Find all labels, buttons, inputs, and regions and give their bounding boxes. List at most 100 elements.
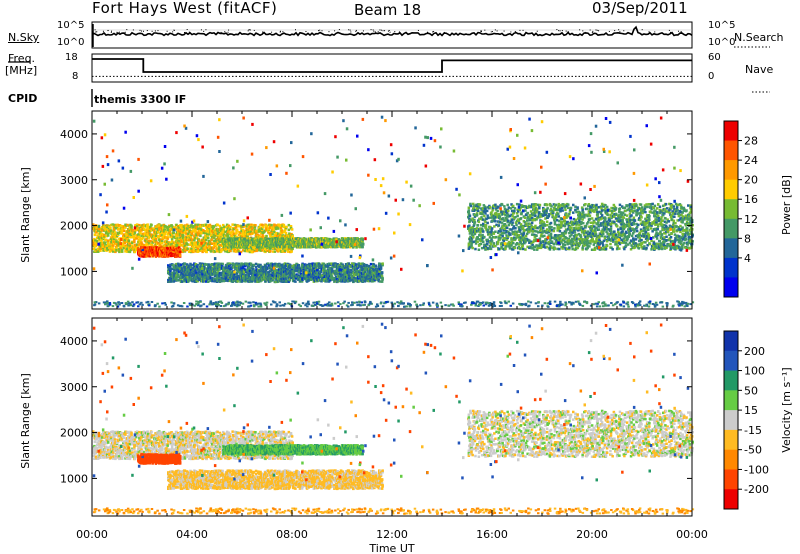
power-cell <box>283 280 286 283</box>
power-cell <box>182 230 185 234</box>
power-cell <box>311 238 314 241</box>
power-cell <box>182 236 185 240</box>
power-cell <box>175 274 178 277</box>
noise-search-point <box>522 29 524 31</box>
noise-search-point <box>186 29 188 31</box>
power-cell <box>137 233 141 236</box>
power-cell <box>282 223 286 227</box>
power-cell <box>320 245 324 249</box>
power-cell <box>170 243 173 246</box>
power-cell <box>183 244 187 248</box>
power-cell <box>202 270 206 273</box>
power-cell <box>267 230 270 233</box>
power-cell <box>150 243 154 247</box>
power-cell <box>284 231 288 235</box>
power-cell <box>183 249 187 252</box>
power-cell <box>278 263 282 267</box>
power-cell <box>212 227 215 230</box>
power-cell <box>155 241 158 244</box>
power-cell <box>210 276 214 280</box>
noise-tick-bottom-left: 10^0 <box>57 37 85 48</box>
power-cell <box>174 275 178 279</box>
power-cell <box>239 227 243 230</box>
power-cell <box>209 228 213 231</box>
noise-search-point <box>641 29 643 31</box>
noise-search-point <box>494 29 496 31</box>
noise-search-point <box>558 30 560 32</box>
power-cell <box>195 230 198 233</box>
power-cell <box>197 245 201 248</box>
power-cell <box>163 228 167 231</box>
power-cell <box>244 278 248 281</box>
power-cell <box>200 269 204 273</box>
power-cell <box>190 238 194 241</box>
power-cell <box>184 240 188 244</box>
power-cell <box>223 279 227 282</box>
power-cell <box>200 244 203 247</box>
power-cell <box>177 269 180 272</box>
power-cell <box>251 275 254 278</box>
noise-search-label: N.Search <box>734 31 784 44</box>
power-cell <box>263 247 267 250</box>
power-cell <box>139 227 143 230</box>
power-cell <box>209 250 213 253</box>
power-cell <box>145 241 148 245</box>
power-cell <box>287 268 290 271</box>
power-cell <box>220 271 223 275</box>
power-cell <box>154 227 158 230</box>
power-cell <box>175 279 178 282</box>
power-cell <box>215 228 219 231</box>
power-cell <box>233 263 236 266</box>
power-cell <box>254 273 257 277</box>
power-cell <box>192 225 196 228</box>
noise-search-point <box>328 31 330 33</box>
power-cell <box>102 237 106 241</box>
power-cell <box>226 270 229 274</box>
noise-search-point <box>677 30 679 32</box>
power-cell <box>288 232 291 235</box>
power-cell <box>273 250 277 253</box>
power-cell <box>92 247 96 250</box>
power-cell <box>254 280 257 283</box>
power-cell <box>133 240 136 243</box>
power-cell <box>289 225 293 228</box>
power-cell <box>129 245 132 248</box>
noise-search-point <box>480 30 482 32</box>
power-cell <box>112 244 115 247</box>
power-cell <box>208 223 212 227</box>
power-cell <box>235 229 239 232</box>
power-cell <box>294 280 297 283</box>
power-cell <box>97 250 100 253</box>
noise-search-point <box>319 29 321 31</box>
power-cell <box>261 234 264 237</box>
power-cell <box>193 238 196 242</box>
power-cell <box>240 235 244 238</box>
power-cell <box>120 248 124 252</box>
power-cell <box>251 226 254 230</box>
power-cell <box>123 237 127 241</box>
power-cell <box>249 249 252 252</box>
power-cell <box>114 250 117 254</box>
power-cell <box>239 280 242 283</box>
power-cell <box>177 275 181 278</box>
power-cell <box>273 230 276 234</box>
power-cell <box>121 227 124 230</box>
power-cell <box>237 248 240 251</box>
power-cell <box>275 269 279 272</box>
power-cell <box>168 245 171 248</box>
power-cell <box>279 224 283 228</box>
power-cell <box>274 277 278 280</box>
power-cell <box>179 236 182 239</box>
power-cell <box>272 245 276 248</box>
power-cell <box>262 277 265 281</box>
power-cell <box>145 237 148 241</box>
power-cell <box>287 262 290 266</box>
power-cell <box>184 235 188 238</box>
power-cell <box>250 228 254 231</box>
power-cell <box>218 275 221 278</box>
freq-panel <box>91 53 693 83</box>
power-cell <box>237 225 240 228</box>
power-cell <box>302 237 306 240</box>
power-cell <box>92 239 96 242</box>
noise-search-point <box>305 31 307 33</box>
